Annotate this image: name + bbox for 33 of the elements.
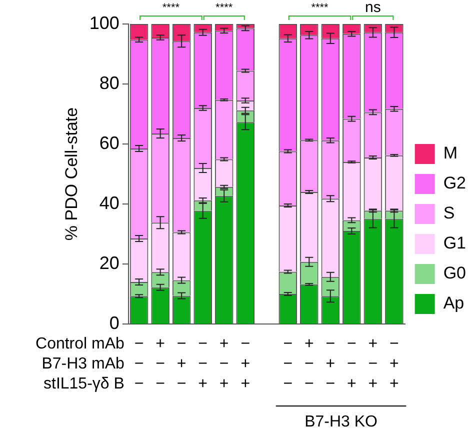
x-tick-label: − + + (240, 335, 250, 392)
text: **** (162, 2, 180, 14)
legend-label: Ap (443, 294, 464, 313)
x-tick-label: + − + (219, 335, 229, 392)
y-tick-label: 100 (89, 12, 120, 33)
x-tick-label: + − + (368, 335, 378, 392)
y-axis-title: % PDO Cell-state (62, 107, 81, 241)
y-tick-label: 0 (109, 312, 120, 333)
text: **** (216, 2, 234, 14)
x-tick-label: + − − (304, 335, 314, 392)
legend-label: G2 (443, 174, 466, 193)
x-tick-label: − + + (390, 335, 399, 392)
text: B7-H3 KO (304, 413, 378, 430)
x-tick-label: + − − (156, 335, 165, 392)
x-tick-label: − + − (176, 335, 186, 392)
x-tick-label: − − − (283, 335, 293, 392)
x-tick-label: − + − (326, 335, 336, 392)
text: **** (311, 2, 330, 14)
x-tick-label: − − − (134, 335, 144, 392)
text: Control mAb (36, 335, 125, 352)
y-tick-label: 60 (99, 132, 120, 153)
y-tick-label: 40 (99, 192, 120, 213)
legend-label: G0 (443, 264, 466, 283)
text: ns (365, 0, 381, 16)
x-tick-label: − − + (347, 335, 356, 392)
legend-label: M (443, 144, 458, 163)
text: B7-H3 mAb (42, 355, 125, 372)
text: stIL15-γδ B (43, 375, 124, 392)
legend-label: S (443, 204, 455, 223)
legend-label: G1 (443, 234, 466, 253)
x-tick-label: − − + (198, 335, 208, 392)
y-tick-label: 80 (99, 72, 120, 93)
y-tick-label: 20 (99, 252, 120, 273)
